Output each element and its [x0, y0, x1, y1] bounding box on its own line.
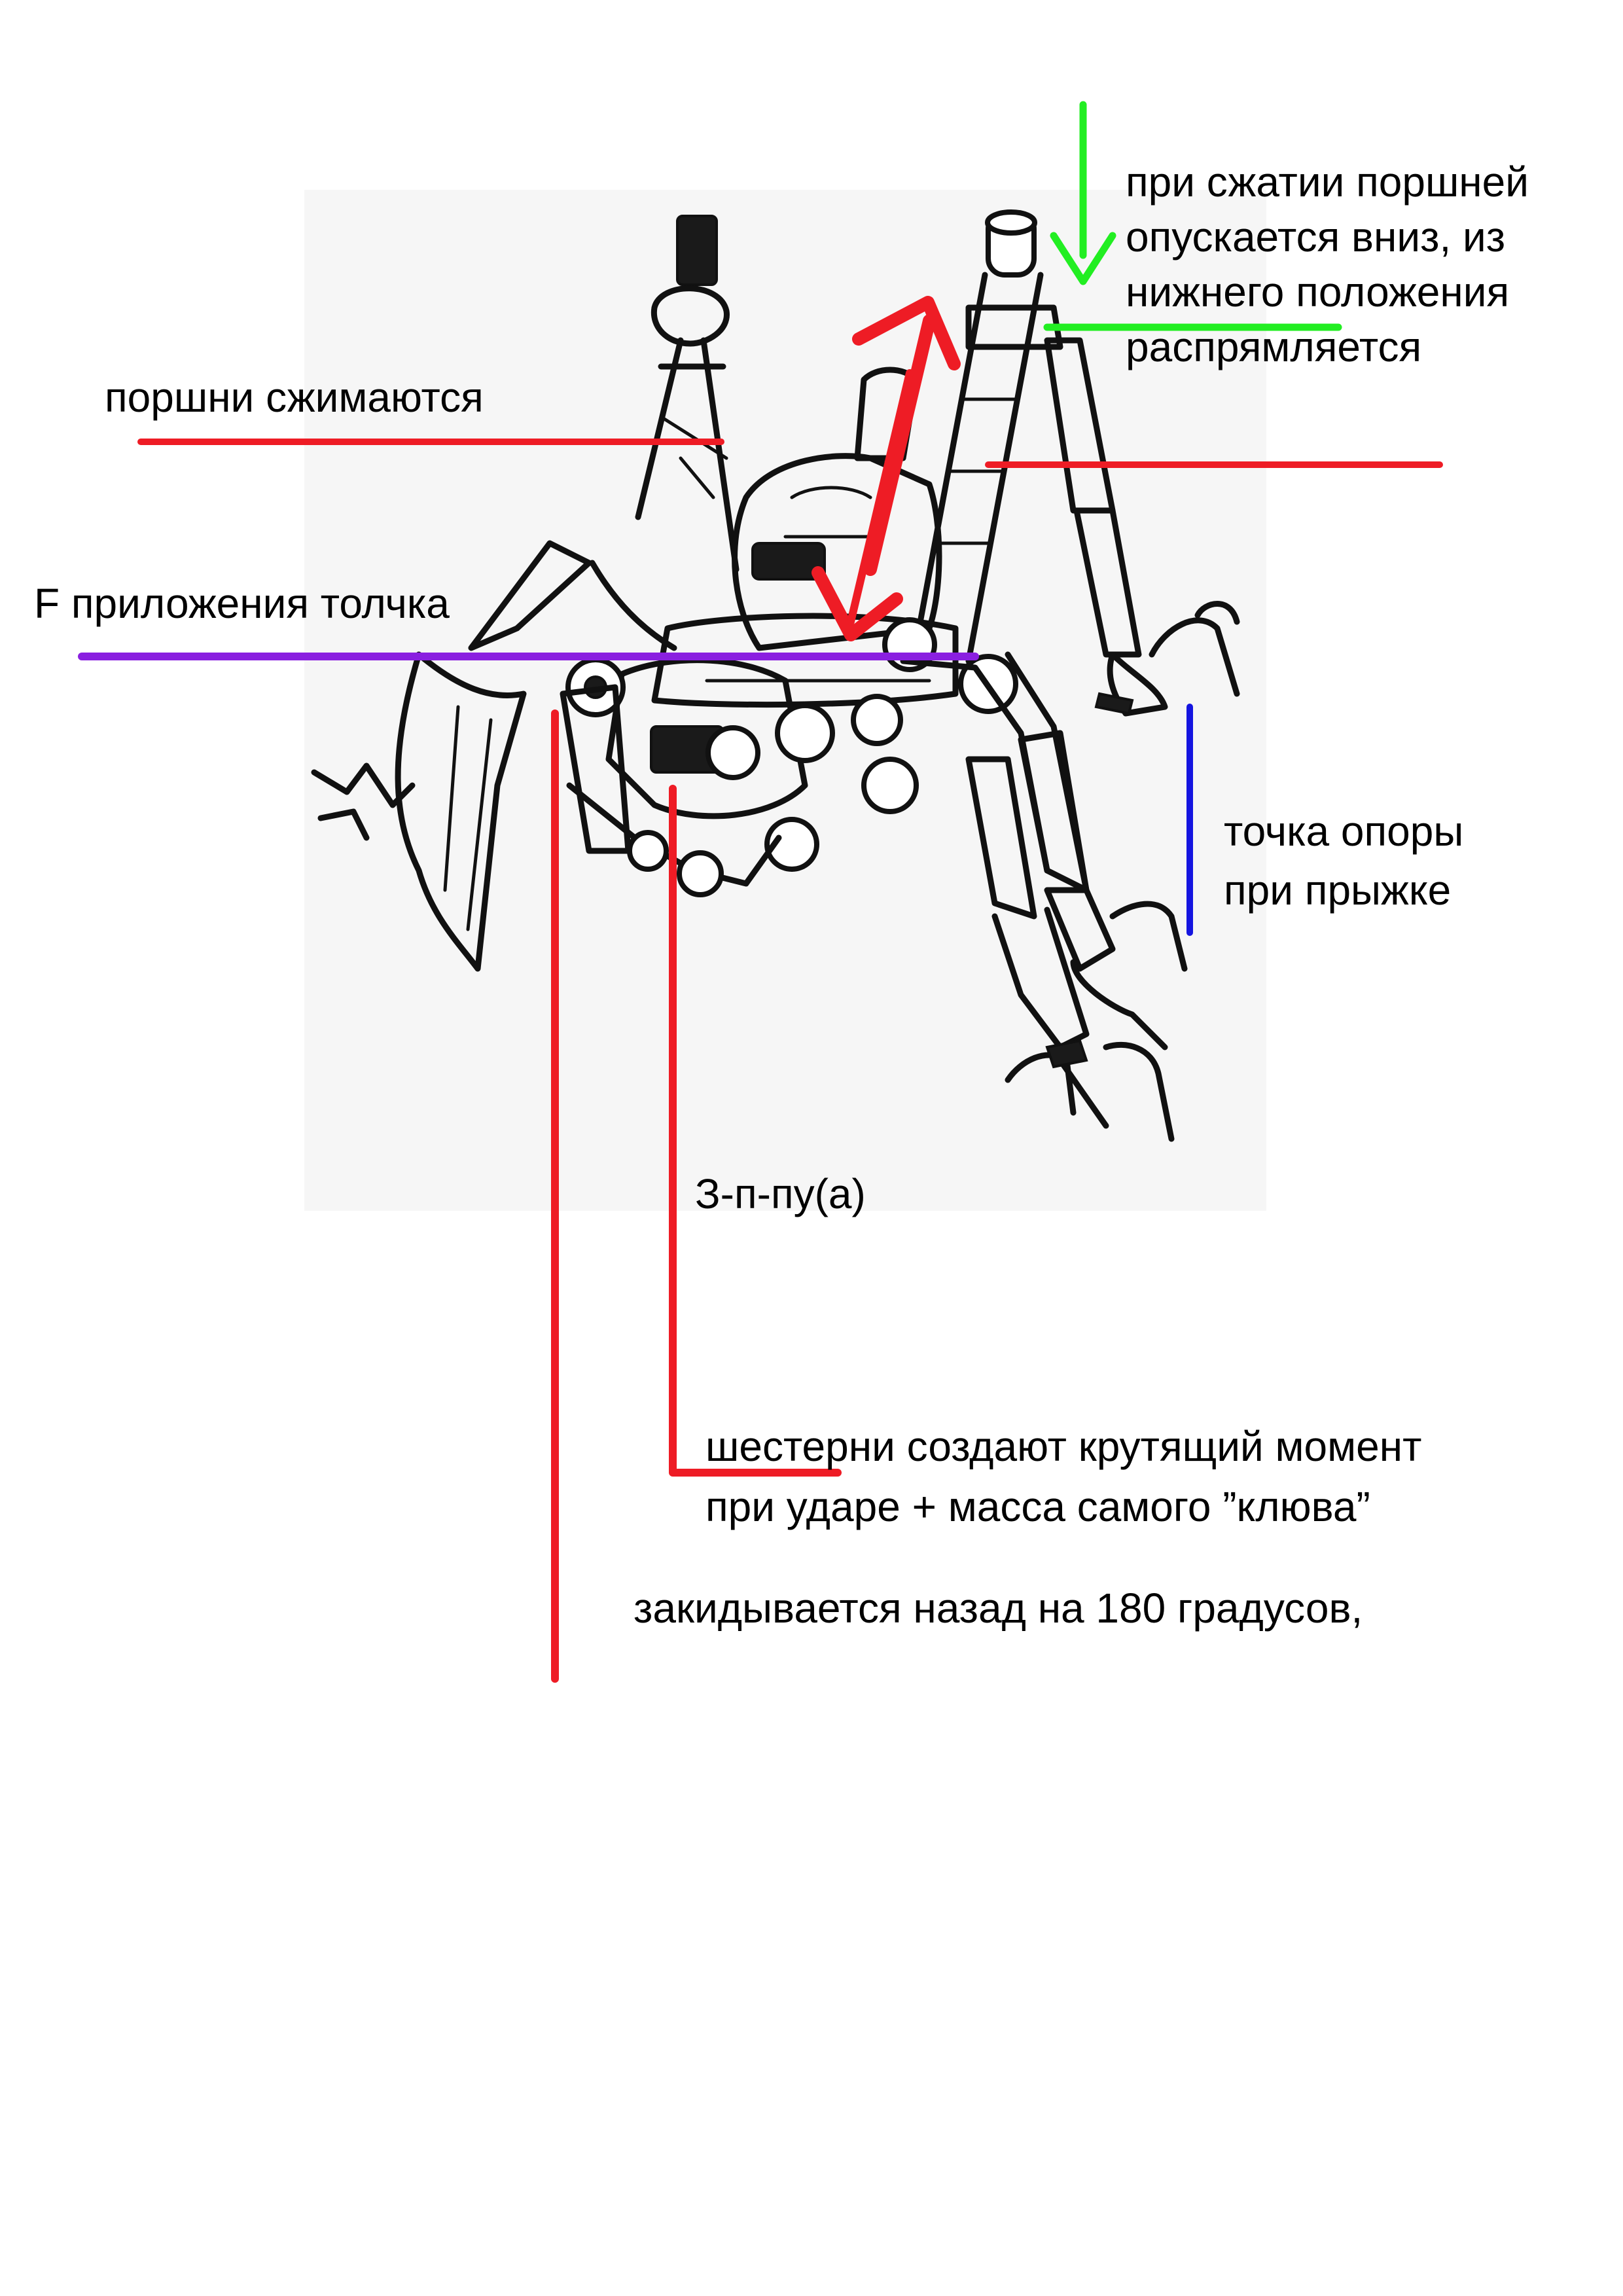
piston-motion-arrow — [812, 296, 961, 641]
green-down-arrow — [1050, 101, 1116, 285]
gears-torque-pointer — [669, 785, 842, 1477]
piston-note-line-4: распрямляется — [1126, 323, 1422, 370]
robot-sketch — [311, 209, 1240, 1142]
push-force-label: F приложения толчка — [34, 580, 450, 627]
jump-support-line-2: при прыжке — [1224, 867, 1452, 914]
jump-support-line-1: точка опоры — [1224, 808, 1464, 855]
left-back-leg — [635, 215, 740, 573]
pistons-compress-label: поршни сжимаются — [105, 374, 484, 421]
right-front-legs — [900, 651, 1188, 1142]
gears-torque-line-1: шестерни создают крутящий момент — [705, 1423, 1422, 1470]
sound-effect-label: З-п-пу(а) — [695, 1170, 866, 1217]
left-crest — [311, 540, 677, 972]
piston-note-line-1: при сжатии поршней — [1126, 158, 1529, 206]
gears-torque-line-2: при ударе + масса самого ”клюва” — [705, 1483, 1370, 1530]
thrown-back-label: закидывается назад на 180 градусов, — [633, 1585, 1363, 1632]
piston-note-line-3: нижнего положения — [1126, 268, 1510, 315]
piston-note-line-2: опускается вниз, из — [1126, 213, 1506, 260]
right-back-leg — [910, 209, 1240, 717]
